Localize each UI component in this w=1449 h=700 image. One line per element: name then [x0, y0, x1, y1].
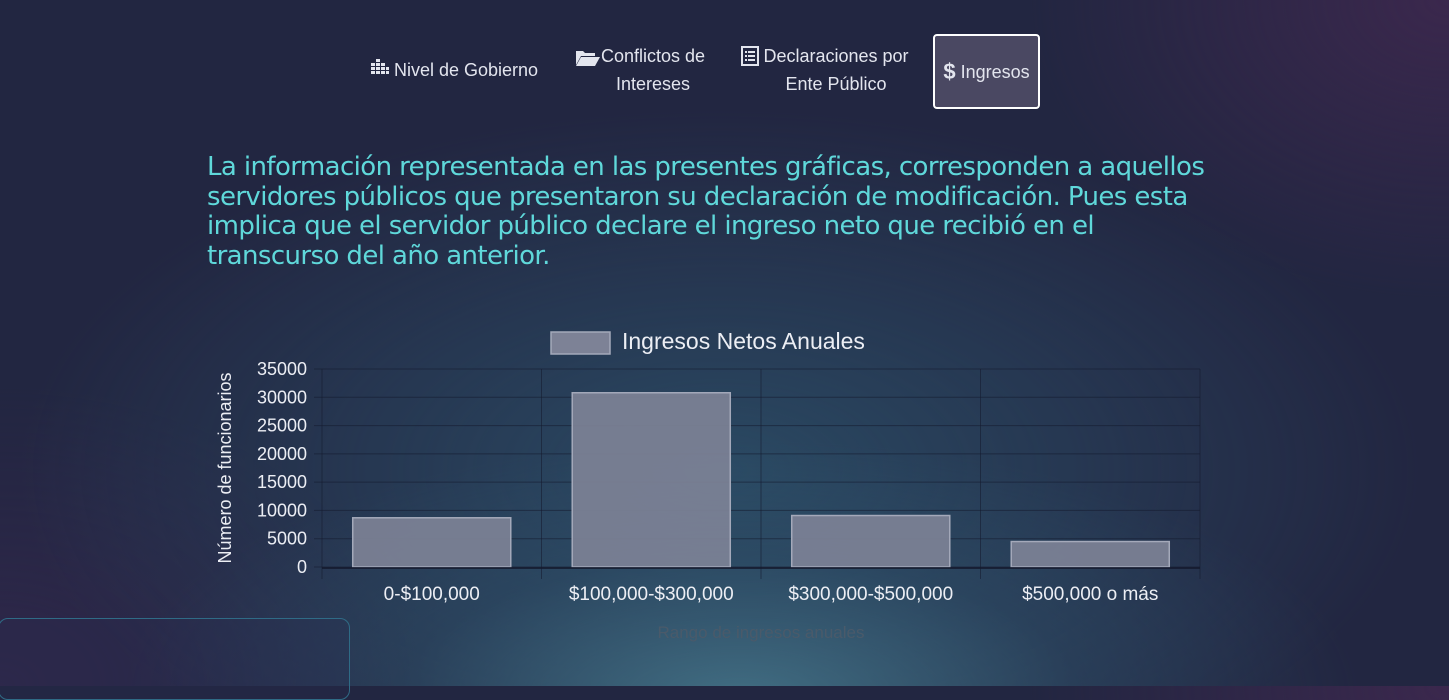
dollar-icon: $ [943, 58, 956, 84]
y-tick-label: 35000 [257, 359, 307, 379]
bar [571, 392, 732, 568]
nav-tabs: Nivel de Gobierno Conflictos de Interese… [0, 34, 1449, 110]
tab-conflictos-intereses[interactable]: Conflictos de Intereses [566, 41, 714, 99]
legend-label: Ingresos Netos Anuales [622, 328, 865, 354]
bottom-left-panel [0, 618, 350, 700]
y-tick-label: 15000 [257, 472, 307, 492]
x-tick-label: $100,000-$300,000 [569, 584, 734, 605]
x-tick-label: $300,000-$500,000 [788, 584, 953, 605]
tab-label: Conflictos de Intereses [600, 46, 706, 94]
info-paragraph: La información representada en las prese… [207, 152, 1205, 271]
list-document-icon [741, 46, 760, 74]
x-tick-label: $500,000 o más [1022, 584, 1158, 605]
y-tick-label: 0 [297, 557, 307, 577]
y-tick-label: 30000 [257, 387, 307, 407]
bar [351, 517, 512, 568]
bar [790, 514, 951, 568]
y-tick-label: 20000 [257, 444, 307, 464]
bar [1010, 540, 1171, 568]
tab-declaraciones-ente-publico[interactable]: Declaraciones por Ente Público [730, 41, 920, 99]
tab-nivel-gobierno[interactable]: Nivel de Gobierno [356, 56, 552, 84]
y-tick-label: 25000 [257, 416, 307, 436]
legend-swatch [550, 331, 611, 355]
y-tick-label: 10000 [257, 500, 307, 520]
folder-open-icon [575, 47, 601, 75]
y-tick-label: 5000 [267, 529, 307, 549]
bar-list-icon [370, 56, 390, 84]
x-axis-title: Rango de ingresos anuales [658, 623, 865, 642]
y-axis-title: Número de funcionarios [215, 372, 235, 563]
tab-label: Declaraciones por Ente Público [763, 46, 909, 94]
tab-label: Nivel de Gobierno [393, 60, 539, 80]
tab-ingresos[interactable]: $ Ingresos [933, 34, 1040, 109]
tab-label: Ingresos [960, 61, 1030, 82]
x-tick-label: 0-$100,000 [384, 584, 480, 605]
